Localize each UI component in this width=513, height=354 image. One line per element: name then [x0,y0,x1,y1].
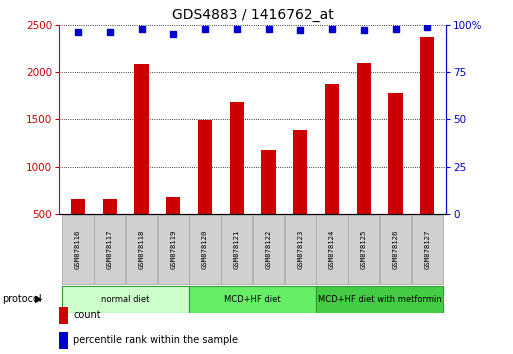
FancyBboxPatch shape [253,215,284,284]
FancyBboxPatch shape [63,215,93,284]
FancyBboxPatch shape [126,215,157,284]
Text: GSM878117: GSM878117 [107,230,113,269]
Title: GDS4883 / 1416762_at: GDS4883 / 1416762_at [172,8,333,22]
FancyBboxPatch shape [63,286,189,313]
Bar [357,63,371,262]
FancyBboxPatch shape [189,286,316,313]
Text: normal diet: normal diet [102,295,150,304]
FancyBboxPatch shape [189,215,221,284]
FancyBboxPatch shape [317,215,348,284]
Text: GSM878122: GSM878122 [266,230,271,269]
Text: percentile rank within the sample: percentile rank within the sample [73,335,239,345]
FancyBboxPatch shape [285,215,316,284]
Bar [420,37,435,262]
Bar [262,150,275,262]
FancyBboxPatch shape [380,215,411,284]
Bar [293,130,307,262]
FancyBboxPatch shape [412,215,443,284]
Text: MCD+HF diet: MCD+HF diet [224,295,281,304]
Text: GSM878116: GSM878116 [75,230,81,269]
Text: GSM878125: GSM878125 [361,230,367,269]
Text: GSM878123: GSM878123 [297,230,303,269]
Text: count: count [73,310,101,320]
Bar [388,93,403,262]
Text: GSM878120: GSM878120 [202,230,208,269]
Text: protocol: protocol [3,294,42,304]
Text: ▶: ▶ [35,294,43,304]
FancyBboxPatch shape [317,286,443,313]
Text: GSM878126: GSM878126 [392,230,399,269]
Bar [325,85,339,262]
Bar [166,197,181,262]
Text: GSM878124: GSM878124 [329,230,335,269]
FancyBboxPatch shape [348,215,379,284]
Bar [103,199,117,262]
Text: MCD+HF diet with metformin: MCD+HF diet with metformin [318,295,442,304]
Text: GSM878118: GSM878118 [139,230,145,269]
Text: GSM878121: GSM878121 [234,230,240,269]
FancyBboxPatch shape [94,215,125,284]
FancyBboxPatch shape [157,215,189,284]
Text: GSM878119: GSM878119 [170,230,176,269]
Text: GSM878127: GSM878127 [424,230,430,269]
Bar [198,120,212,262]
FancyBboxPatch shape [221,215,252,284]
Bar [71,199,85,262]
Bar [230,102,244,262]
Bar [134,64,149,262]
